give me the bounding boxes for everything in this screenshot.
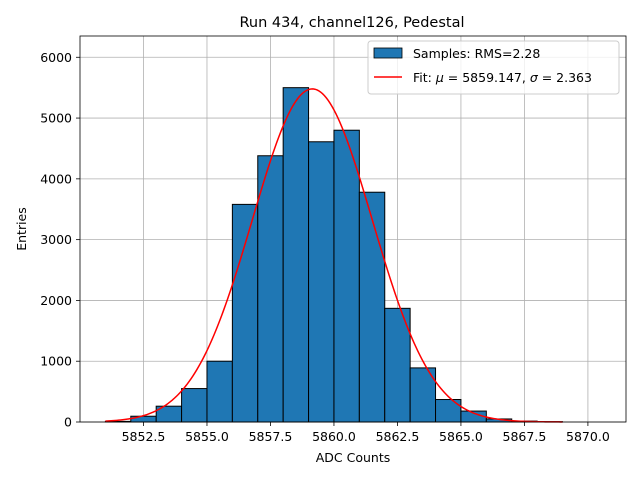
x-axis-label: ADC Counts xyxy=(316,450,391,465)
histogram-bar xyxy=(358,191,386,423)
histogram-bar xyxy=(282,87,310,423)
x-tick-label: 5860.0 xyxy=(312,429,356,444)
legend-frame xyxy=(367,40,620,95)
y-tick-label: 3000 xyxy=(40,232,72,247)
y-tick-label: 4000 xyxy=(40,171,72,186)
histogram-bar xyxy=(231,203,259,423)
histogram-bar xyxy=(409,367,437,423)
plot-frame xyxy=(79,35,627,423)
y-axis-ticks: 0 1000 2000 3000 4000 5000 6000 xyxy=(40,50,80,430)
legend-swatch-samples xyxy=(373,47,403,59)
histogram-bar xyxy=(333,129,360,423)
x-tick-label: 5870.0 xyxy=(566,429,610,444)
y-tick-label: 0 xyxy=(64,415,72,430)
x-tick-label: 5867.5 xyxy=(503,429,547,444)
chart-title: Run 434, channel126, Pedestal xyxy=(239,15,464,31)
histogram-bar xyxy=(308,141,335,423)
histogram-bar xyxy=(181,388,208,423)
histogram-bar xyxy=(435,399,462,423)
histogram-bars xyxy=(104,87,564,423)
x-tick-label: 5862.5 xyxy=(376,429,420,444)
histogram-bar xyxy=(206,360,233,423)
y-tick-label: 2000 xyxy=(40,293,72,308)
y-tick-label: 6000 xyxy=(40,50,72,65)
x-tick-label: 5857.5 xyxy=(249,429,293,444)
y-axis-label: Entries xyxy=(14,207,29,251)
legend-label-samples: Samples: RMS=2.28 xyxy=(413,46,540,61)
legend-label-fit: Fit: μ = 5859.147, σ = 2.363 xyxy=(413,70,592,85)
histogram-bar xyxy=(257,155,284,423)
histogram-bar xyxy=(384,307,411,423)
x-tick-label: 5855.0 xyxy=(185,429,229,444)
x-axis-ticks: 5852.5 5855.0 5857.5 5860.0 5862.5 5865.0 5867… xyxy=(122,422,610,444)
y-tick-label: 1000 xyxy=(40,354,72,369)
y-tick-label: 5000 xyxy=(40,111,72,126)
x-tick-label: 5865.0 xyxy=(439,429,483,444)
fit-curve xyxy=(105,88,563,423)
x-tick-label: 5852.5 xyxy=(122,429,166,444)
legend: Samples: RMS=2.28 Fit: μ = 5859.147, σ =… xyxy=(367,40,620,95)
